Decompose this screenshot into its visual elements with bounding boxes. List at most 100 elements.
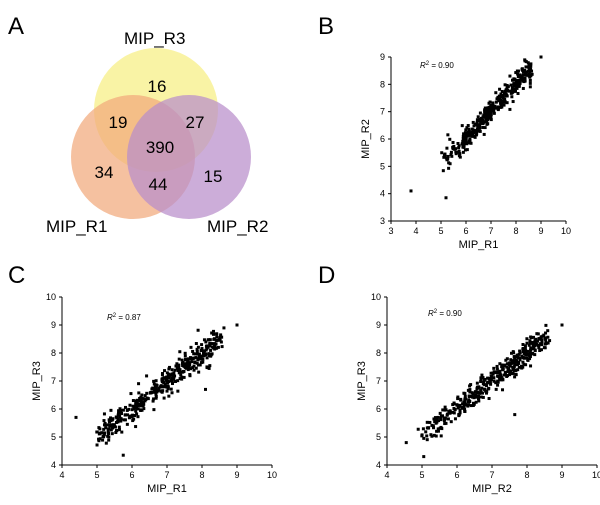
venn-count-r3-only: 16 — [148, 77, 167, 96]
data-point — [215, 332, 219, 336]
data-point — [486, 122, 490, 126]
data-point — [119, 419, 123, 423]
y-tick-label: 5 — [380, 161, 385, 171]
data-point — [513, 87, 517, 91]
data-point — [425, 420, 429, 424]
data-point — [102, 427, 106, 431]
data-point — [462, 406, 466, 410]
data-point — [539, 336, 543, 340]
data-point — [476, 390, 480, 394]
data-point — [134, 403, 138, 407]
data-point — [170, 391, 174, 395]
data-point — [519, 75, 523, 79]
x-tick-label: 5 — [438, 226, 443, 236]
data-point — [473, 135, 477, 139]
data-point — [102, 419, 106, 423]
data-point — [475, 127, 479, 131]
data-point — [525, 337, 529, 341]
data-point — [204, 344, 208, 348]
data-point — [532, 347, 536, 351]
data-point — [95, 430, 99, 434]
data-point — [404, 441, 408, 445]
data-point — [469, 383, 473, 387]
data-point — [490, 374, 494, 378]
data-point — [500, 365, 504, 369]
x-tick-label: 8 — [199, 470, 204, 480]
data-point — [477, 399, 481, 403]
data-point — [513, 369, 517, 373]
data-point — [162, 376, 166, 380]
data-point — [513, 375, 517, 379]
data-point — [212, 329, 216, 333]
y-tick-label: 4 — [51, 460, 56, 470]
data-point — [516, 72, 520, 76]
data-point — [447, 166, 451, 170]
data-point — [170, 368, 174, 372]
data-point — [512, 82, 516, 86]
data-point — [468, 399, 472, 403]
data-point — [465, 403, 469, 407]
data-point — [216, 345, 220, 349]
data-point — [539, 55, 543, 59]
data-point — [194, 366, 198, 370]
data-point — [505, 357, 509, 361]
data-point — [499, 98, 503, 102]
data-point — [512, 355, 516, 359]
data-point — [470, 127, 474, 131]
data-point — [529, 336, 533, 340]
data-point — [180, 377, 184, 381]
data-point — [507, 363, 511, 367]
data-point — [479, 390, 483, 394]
data-point — [165, 375, 169, 379]
data-point — [169, 387, 173, 391]
data-point — [461, 402, 465, 406]
data-point — [98, 431, 102, 435]
data-point — [481, 118, 485, 122]
data-point — [185, 364, 189, 368]
data-point — [124, 405, 128, 409]
data-point — [478, 117, 482, 121]
data-point — [132, 413, 136, 417]
data-point — [449, 150, 453, 154]
data-point — [522, 362, 526, 366]
data-point — [486, 387, 490, 391]
data-point — [510, 86, 514, 90]
y-tick-label: 5 — [376, 432, 381, 442]
data-point — [476, 115, 480, 119]
x-tick-label: 10 — [267, 470, 277, 480]
data-point — [461, 134, 465, 138]
data-point — [537, 343, 541, 347]
data-point — [174, 364, 178, 368]
data-point — [452, 147, 456, 151]
data-point — [458, 409, 462, 413]
data-point — [521, 360, 525, 364]
data-point — [182, 375, 186, 379]
y-tick-label: 9 — [380, 52, 385, 62]
venn-count-r2-r3: 27 — [186, 113, 205, 132]
data-point — [136, 403, 140, 407]
data-point — [471, 395, 475, 399]
data-point — [497, 99, 501, 103]
data-point — [526, 358, 530, 362]
x-tick-label: 7 — [488, 226, 493, 236]
data-point — [173, 368, 177, 372]
data-point — [205, 356, 209, 360]
data-point — [518, 358, 522, 362]
data-point — [464, 135, 468, 139]
data-point — [208, 344, 212, 348]
data-point — [486, 381, 490, 385]
venn-label-r2: MIP_R2 — [207, 217, 268, 236]
data-point — [489, 113, 493, 117]
data-point — [194, 356, 198, 360]
r-squared-label: R2 = 0.90 — [428, 309, 462, 318]
venn-count-r1-r3: 19 — [109, 113, 128, 132]
x-tick-label: 7 — [489, 470, 494, 480]
data-point — [161, 385, 165, 389]
data-point — [499, 101, 503, 105]
data-point — [153, 387, 157, 390]
y-axis-label: MIP_R3 — [356, 361, 368, 401]
data-point — [539, 348, 543, 352]
data-point — [446, 133, 450, 137]
data-point — [428, 420, 432, 424]
data-point — [448, 162, 452, 166]
